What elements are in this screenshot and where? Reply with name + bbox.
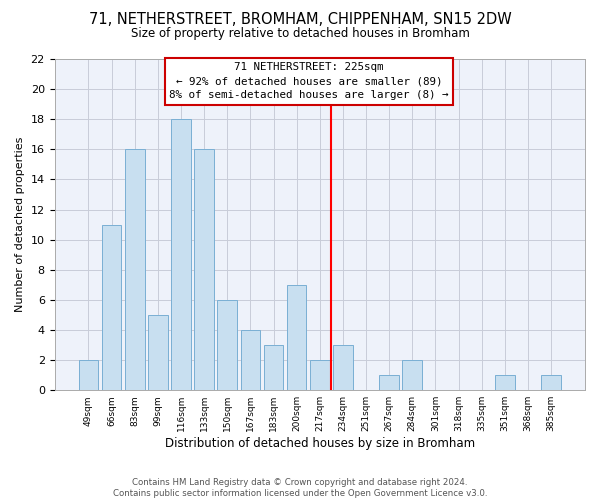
Bar [287,285,307,390]
Text: 71, NETHERSTREET, BROMHAM, CHIPPENHAM, SN15 2DW: 71, NETHERSTREET, BROMHAM, CHIPPENHAM, S… [89,12,511,28]
Text: Size of property relative to detached houses in Bromham: Size of property relative to detached ho… [131,28,469,40]
Text: 71 NETHERSTREET: 225sqm
← 92% of detached houses are smaller (89)
8% of semi-det: 71 NETHERSTREET: 225sqm ← 92% of detache… [169,62,449,100]
Bar [403,360,422,390]
Bar [125,150,145,390]
Bar [148,315,167,390]
Bar [333,345,353,390]
Bar [171,119,191,390]
Bar [241,330,260,390]
Bar [541,375,561,390]
X-axis label: Distribution of detached houses by size in Bromham: Distribution of detached houses by size … [165,437,475,450]
Bar [102,224,121,390]
Bar [379,375,399,390]
Bar [263,345,283,390]
Y-axis label: Number of detached properties: Number of detached properties [15,137,25,312]
Text: Contains HM Land Registry data © Crown copyright and database right 2024.
Contai: Contains HM Land Registry data © Crown c… [113,478,487,498]
Bar [495,375,515,390]
Bar [79,360,98,390]
Bar [194,150,214,390]
Bar [217,300,237,390]
Bar [310,360,329,390]
